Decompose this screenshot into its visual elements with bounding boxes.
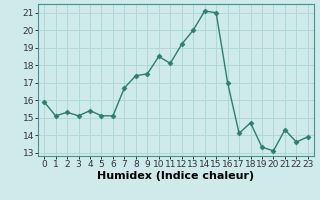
X-axis label: Humidex (Indice chaleur): Humidex (Indice chaleur): [97, 171, 255, 181]
